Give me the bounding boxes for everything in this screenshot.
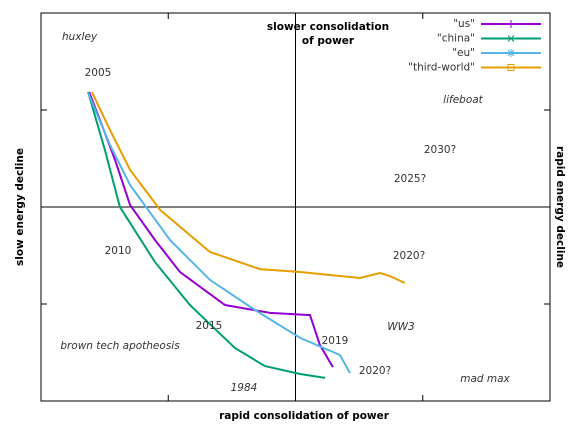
legend-marker <box>507 64 515 71</box>
legend-label: "china" <box>437 33 475 45</box>
annotation: 1984 <box>231 382 258 394</box>
legend-label: "third-world" <box>408 62 475 74</box>
annotation: 2030? <box>424 144 456 156</box>
series-line <box>90 91 406 284</box>
legend-marker <box>507 49 515 57</box>
top-label: of power <box>302 35 355 47</box>
annotation: WW3 <box>387 321 414 333</box>
x-axis-label: rapid consolidation of power <box>219 410 390 422</box>
annotation: 2010 <box>105 245 132 257</box>
top-label: slower consolidation <box>267 21 389 33</box>
legend-marker <box>507 35 515 42</box>
annotation: 2015 <box>196 320 223 332</box>
series-line <box>87 92 351 374</box>
annotation: lifeboat <box>443 94 484 106</box>
annotation: mad max <box>460 373 510 385</box>
annotation: huxley <box>62 31 98 43</box>
legend-label: "eu" <box>452 47 475 59</box>
annotation: 2005 <box>85 67 112 79</box>
series-line <box>87 91 326 379</box>
annotation: brown tech apotheosis <box>60 340 180 352</box>
annotation: 2020? <box>359 365 391 377</box>
annotation: 2025? <box>394 173 426 185</box>
y2-axis-label: rapid energy decline <box>554 146 566 268</box>
annotation: 2019 <box>322 335 349 347</box>
annotation: 2020? <box>393 250 425 262</box>
y-axis-label: slow energy decline <box>14 148 26 266</box>
legend-label: "us" <box>453 18 475 30</box>
